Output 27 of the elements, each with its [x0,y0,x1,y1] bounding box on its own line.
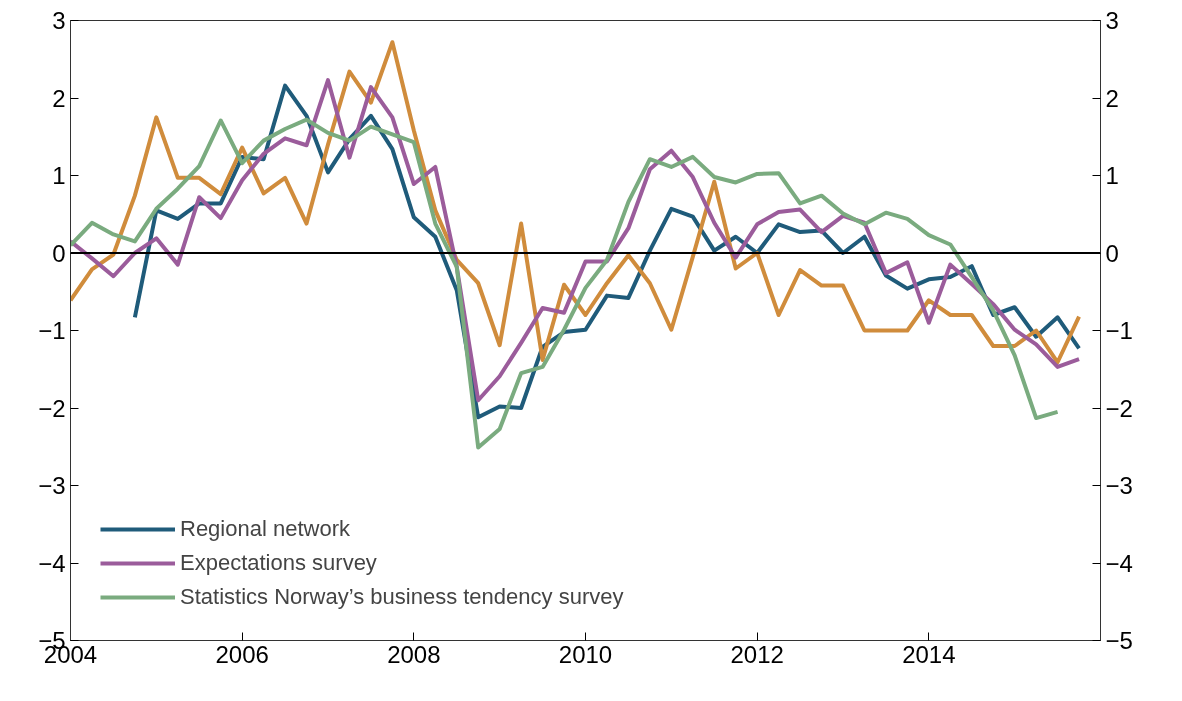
y-tick-label: −4 [38,549,66,577]
x-tick-label: 2010 [558,640,613,668]
y-tick-label: −1 [38,317,66,344]
legend-label: Regional network [180,516,350,542]
y2-tick-label: −5 [1105,627,1133,654]
y2-tick-label: 2 [1105,84,1119,112]
x-tick-label: 2014 [902,640,956,668]
y-tick-label: 0 [52,239,66,267]
y2-tick-label: 3 [1105,7,1119,34]
y-tick-label: −3 [38,472,66,499]
legend-label: Statistics Norway’s business tendency survey [180,584,624,610]
y-tick-label: 3 [52,7,66,34]
y-tick-label: 1 [52,162,66,189]
y2-tick-label: −1 [1105,317,1133,344]
y2-tick-label: 0 [1105,239,1119,267]
y2-tick-label: −2 [1105,394,1133,422]
y2-tick-label: −4 [1105,549,1133,577]
x-tick-label: 2008 [387,640,441,668]
line-series [70,40,1082,365]
y-tick-label: −2 [38,394,66,422]
x-tick-label: 2012 [730,640,784,668]
x-tick-label: 2006 [215,640,269,668]
y-tick-label: 2 [52,84,66,112]
legend-label: Expectations survey [180,550,377,576]
line-series [70,117,1060,450]
y2-tick-label: −3 [1105,472,1133,499]
y2-tick-label: 1 [1105,162,1119,189]
